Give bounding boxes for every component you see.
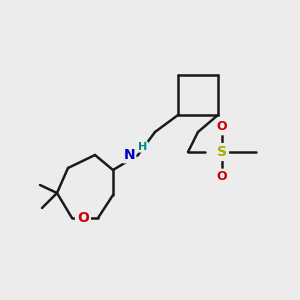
Text: H: H bbox=[138, 142, 148, 152]
Text: O: O bbox=[217, 121, 227, 134]
Text: O: O bbox=[77, 211, 89, 225]
Text: S: S bbox=[217, 145, 227, 159]
Text: O: O bbox=[217, 170, 227, 184]
Text: N: N bbox=[123, 148, 135, 162]
